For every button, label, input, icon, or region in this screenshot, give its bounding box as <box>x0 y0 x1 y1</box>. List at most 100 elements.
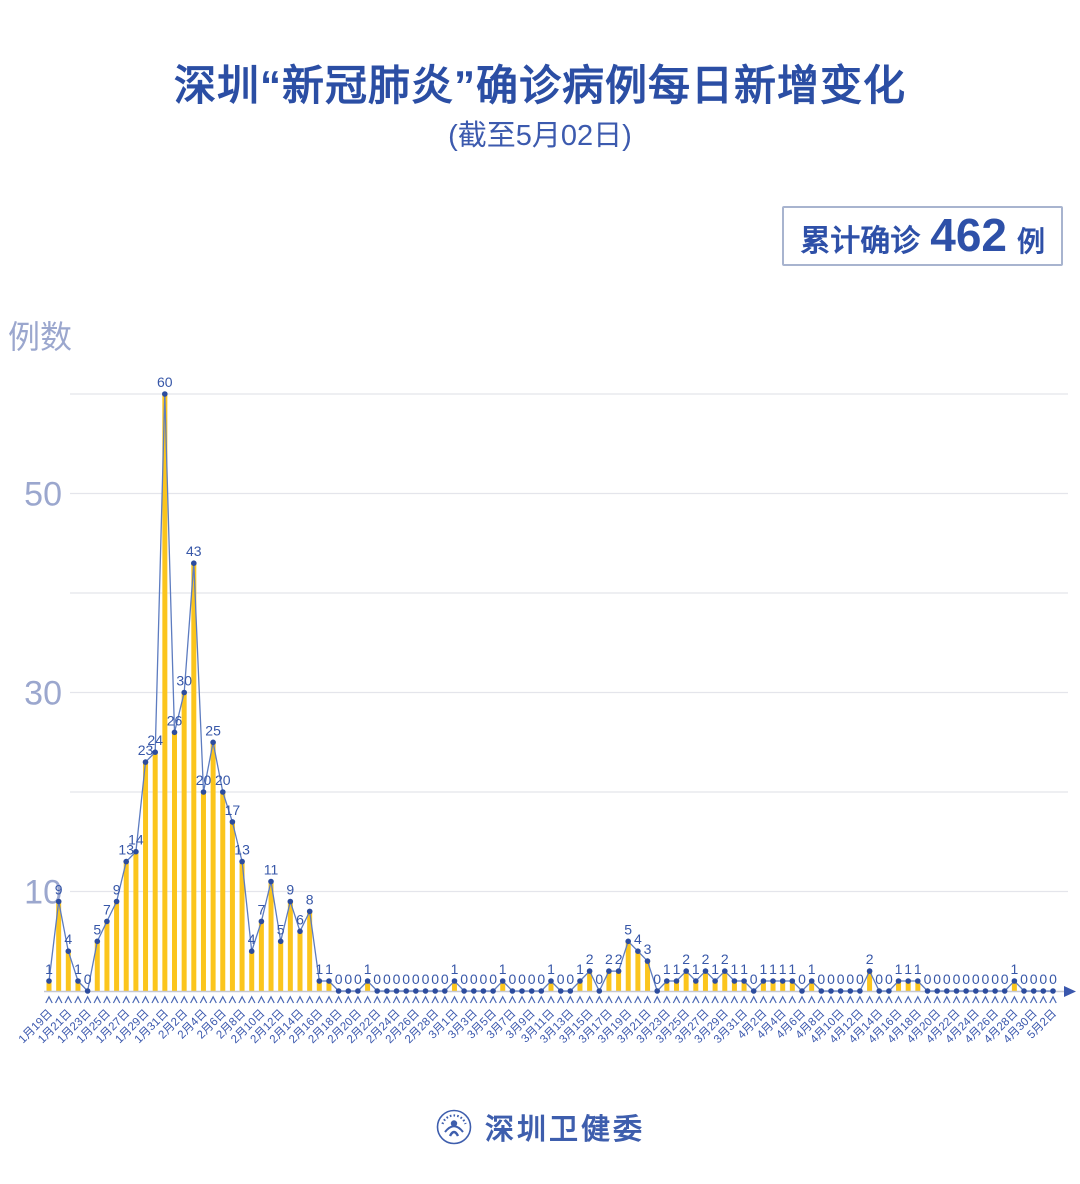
data-point <box>886 988 892 994</box>
data-point <box>934 988 940 994</box>
value-label: 0 <box>412 971 420 987</box>
value-label: 1 <box>74 961 82 977</box>
data-point <box>876 988 882 994</box>
x-tick-icon <box>643 995 652 1004</box>
data-point <box>1001 988 1008 994</box>
x-tick-icon <box>1029 995 1038 1004</box>
x-tick-icon <box>257 995 266 1004</box>
value-label: 23 <box>138 742 154 758</box>
data-point <box>65 948 72 954</box>
value-label: 0 <box>856 971 864 987</box>
value-label: 30 <box>176 673 192 689</box>
value-label: 0 <box>393 971 401 987</box>
value-label: 0 <box>383 971 391 987</box>
bar <box>94 941 100 991</box>
bar <box>191 563 197 991</box>
bar <box>500 981 506 991</box>
x-tick-icon <box>450 995 459 1004</box>
x-tick-icon <box>981 995 990 1004</box>
value-label: 0 <box>489 971 497 987</box>
value-label: 0 <box>933 971 941 987</box>
value-label: 1 <box>1011 961 1019 977</box>
bar <box>625 941 631 991</box>
x-tick-icon <box>508 995 517 1004</box>
data-point <box>693 978 699 984</box>
value-label: 0 <box>528 971 536 987</box>
value-label: 0 <box>885 971 893 987</box>
data-point <box>287 898 294 905</box>
x-tick-icon <box>1039 995 1048 1004</box>
value-label: 1 <box>760 961 768 977</box>
data-point <box>1050 988 1056 994</box>
data-point <box>528 988 535 994</box>
data-point <box>162 391 168 397</box>
footer: 深圳卫健委 <box>0 1106 1080 1148</box>
data-point <box>944 988 950 994</box>
x-tick-icon <box>798 995 806 1004</box>
data-point <box>113 898 120 905</box>
bar <box>645 961 651 991</box>
x-tick-icon <box>498 995 507 1004</box>
data-point <box>847 988 854 994</box>
bar <box>249 951 255 991</box>
y-tick-label: 50 <box>24 476 62 514</box>
value-label: 1 <box>779 961 787 977</box>
bar <box>731 981 737 991</box>
x-tick-icon <box>421 995 430 1004</box>
x-tick-icon <box>556 995 565 1004</box>
badge-unit: 例 <box>1016 226 1045 257</box>
data-point <box>953 988 960 994</box>
bar <box>297 931 303 991</box>
value-label: 2 <box>586 951 594 967</box>
bar <box>451 981 457 991</box>
x-tick-icon <box>479 995 488 1004</box>
value-label: 0 <box>84 971 92 987</box>
value-label: 2 <box>605 951 613 967</box>
data-point <box>625 938 631 945</box>
data-point <box>596 988 603 994</box>
data-point <box>442 988 448 994</box>
x-tick-icon <box>238 995 246 1004</box>
value-label: 0 <box>595 971 603 987</box>
value-label: 0 <box>335 971 343 987</box>
bar <box>268 881 274 991</box>
value-label: 0 <box>1020 971 1028 987</box>
x-tick-icon <box>885 995 893 1004</box>
bar <box>548 981 554 991</box>
bar <box>712 981 718 991</box>
value-label: 1 <box>808 961 816 977</box>
data-point <box>664 978 670 984</box>
value-label: 0 <box>972 971 980 987</box>
value-label: 0 <box>373 971 381 987</box>
x-tick-icon <box>711 995 719 1004</box>
badge-label: 累计确诊 <box>800 225 921 258</box>
bar <box>56 901 62 991</box>
x-tick-icon <box>373 995 381 1004</box>
x-tick-icon <box>1000 995 1009 1004</box>
value-label: 0 <box>750 971 758 987</box>
x-tick-icon <box>518 995 526 1004</box>
data-point <box>384 988 390 994</box>
x-tick-icon <box>701 995 710 1004</box>
x-tick-icon <box>836 995 845 1004</box>
data-point <box>374 988 381 994</box>
data-point <box>94 938 101 945</box>
data-point <box>229 819 236 825</box>
x-tick-icon <box>354 995 362 1004</box>
value-label: 0 <box>846 971 854 987</box>
x-tick-icon <box>527 995 536 1004</box>
value-label: 2 <box>721 951 729 967</box>
x-tick-icon <box>721 995 729 1004</box>
value-label: 1 <box>325 961 333 977</box>
badge-value: 462 <box>930 209 1007 261</box>
data-point <box>171 729 178 736</box>
x-tick-icon <box>334 995 343 1004</box>
bar <box>1011 981 1017 991</box>
y-tick-label: 10 <box>24 874 62 912</box>
x-tick-icon <box>653 995 661 1004</box>
x-tick-icon <box>904 995 912 1004</box>
data-point <box>586 968 593 974</box>
x-tick-icon <box>1020 995 1028 1004</box>
x-tick-icon <box>93 995 102 1004</box>
page-subtitle: (截至5月02日) <box>448 120 632 152</box>
